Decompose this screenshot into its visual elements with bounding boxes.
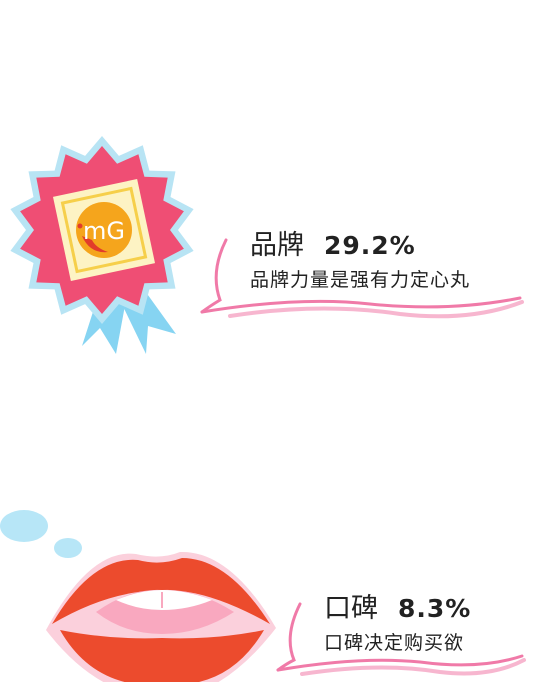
badge-frame-inner xyxy=(60,186,148,274)
dot-large-icon xyxy=(0,510,48,542)
bubble-1-underline xyxy=(200,296,522,314)
brand-text-block: 品牌 29.2% 品牌力量是强有力定心丸 xyxy=(250,232,470,290)
brand-subtitle: 品牌力量是强有力定心丸 xyxy=(250,269,471,291)
brand-label: 品牌 xyxy=(250,230,304,261)
brand-percent: 29.2% xyxy=(324,231,416,260)
speech-bubble-1 xyxy=(200,238,524,319)
reputation-subtitle: 口碑决定购买欲 xyxy=(324,632,465,654)
bubble-1-tail xyxy=(200,238,228,314)
bubble-2-underline xyxy=(276,654,524,672)
lips-icon xyxy=(46,551,276,682)
dot-small-icon xyxy=(54,538,82,558)
brand-title-row: 品牌 29.2% xyxy=(250,232,470,259)
teeth xyxy=(116,590,212,610)
bubble-2-underline-shadow xyxy=(300,658,526,676)
logo-dot-icon xyxy=(77,223,83,229)
logo-splash-icon xyxy=(82,236,108,253)
logo-text: mG xyxy=(83,217,125,245)
reputation-percent: 8.3% xyxy=(398,594,472,623)
award-badge-icon: mG xyxy=(10,136,194,354)
reputation-title-row: 口碑 8.3% xyxy=(324,595,471,622)
bubble-2-tail xyxy=(276,602,302,672)
reputation-text-block: 口碑 8.3% 口碑决定购买欲 xyxy=(324,595,471,653)
bubble-1-underline-shadow xyxy=(228,300,524,319)
speech-bubble-2 xyxy=(276,602,526,676)
lower-lip xyxy=(60,630,264,682)
reputation-label: 口碑 xyxy=(324,593,378,624)
